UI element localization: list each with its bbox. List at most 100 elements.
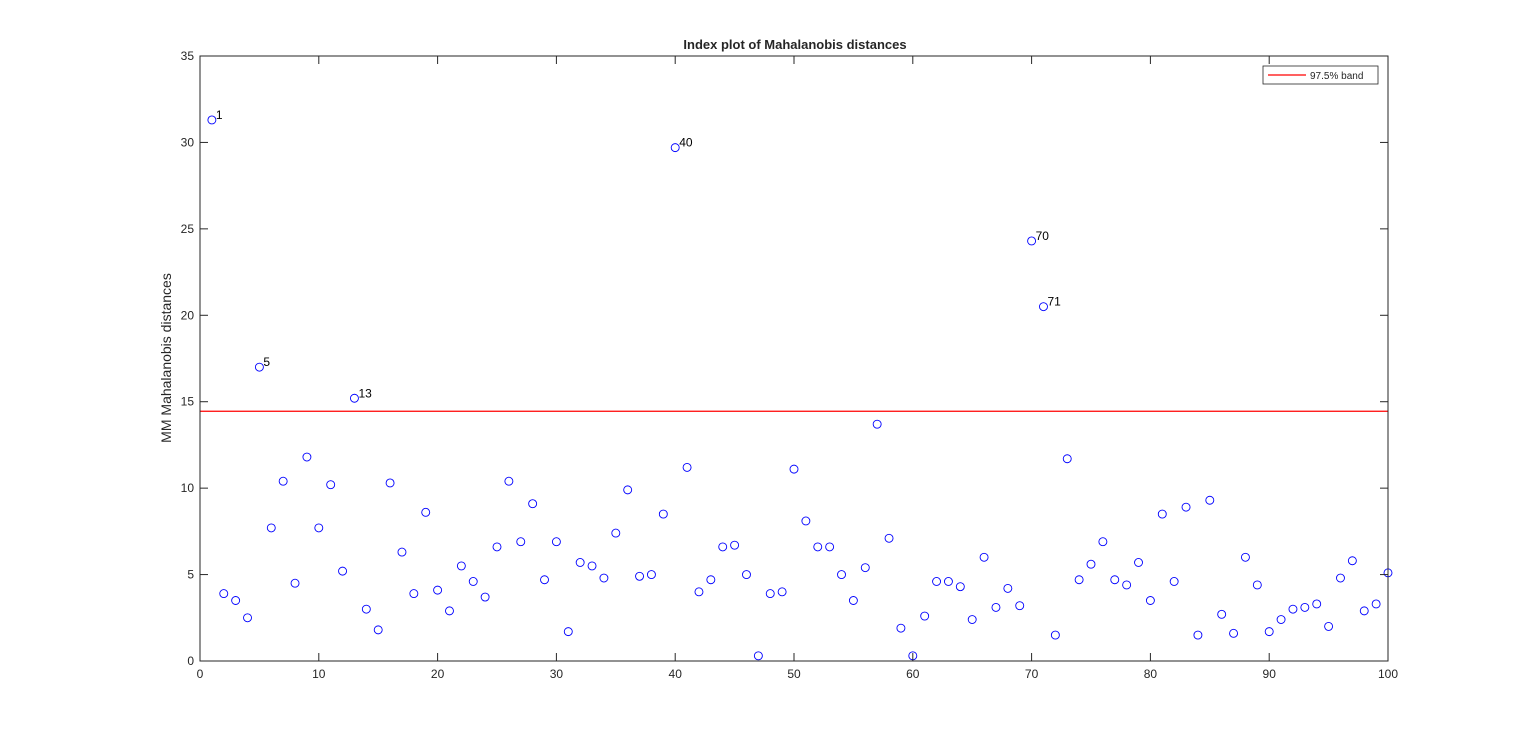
point-label: 1 (216, 108, 223, 122)
point-labels-layer: 1 5 13 40 70 71 (216, 108, 1061, 400)
point-label: 13 (358, 386, 372, 400)
data-point (789, 464, 799, 474)
data-point (1145, 596, 1155, 605)
point-label: 40 (679, 136, 693, 150)
data-point (611, 528, 621, 538)
data-point (1193, 630, 1203, 640)
data-point (777, 587, 787, 597)
x-tick-label: 70 (1025, 667, 1039, 681)
legend-box (1262, 65, 1379, 85)
data-point (1217, 609, 1227, 619)
data-point (1062, 454, 1072, 464)
data-point (1324, 621, 1334, 631)
data-point (338, 566, 348, 576)
y-tick-label: 25 (181, 222, 195, 236)
data-point (1169, 577, 1179, 586)
data-point (540, 575, 549, 585)
data-point (1276, 615, 1286, 624)
data-point (314, 523, 324, 533)
data-point (528, 499, 538, 509)
data-point (361, 604, 371, 614)
data-point (349, 393, 359, 403)
data-point (1288, 604, 1298, 614)
data-point (1347, 556, 1357, 566)
points-layer (207, 115, 1393, 661)
data-point (1229, 628, 1239, 638)
data-point (1039, 302, 1048, 312)
data-point (445, 606, 454, 616)
data-point (1003, 583, 1013, 593)
data-point (920, 611, 930, 621)
data-point (837, 570, 846, 580)
data-point (813, 542, 823, 552)
data-point (943, 577, 953, 586)
data-point (266, 523, 276, 533)
data-point (551, 537, 561, 547)
data-point (860, 563, 870, 573)
data-point (563, 627, 573, 637)
data-point (1157, 509, 1167, 519)
y-tick-label: 30 (181, 135, 195, 149)
x-tick-label: 100 (1378, 667, 1398, 681)
data-point (623, 485, 633, 495)
x-tick-label: 80 (1144, 667, 1158, 681)
point-label: 71 (1047, 295, 1061, 309)
data-point (278, 476, 288, 486)
data-point (326, 480, 336, 490)
data-point (765, 589, 775, 599)
data-point (848, 596, 858, 605)
data-point (991, 602, 1001, 612)
y-tick-label: 10 (181, 481, 195, 495)
data-point (742, 570, 751, 580)
data-point (433, 585, 443, 595)
y-tick-label: 0 (187, 654, 194, 668)
x-tick-label: 0 (197, 667, 204, 681)
data-point (884, 533, 894, 543)
data-point (1122, 580, 1132, 590)
data-point (825, 542, 835, 552)
data-point (1264, 627, 1274, 637)
data-point (1240, 552, 1250, 562)
data-point (290, 578, 300, 588)
x-tick-label: 40 (669, 667, 683, 681)
data-point (801, 516, 811, 526)
point-label: 70 (1036, 229, 1050, 243)
data-point (932, 577, 942, 586)
axes-box (199, 55, 1389, 662)
data-point (1015, 601, 1025, 611)
data-point (1205, 495, 1215, 505)
data-point (219, 589, 229, 599)
data-point (979, 552, 989, 562)
data-point (1098, 537, 1108, 547)
data-point (646, 570, 656, 580)
legend-band-label: 97.5% band (1310, 71, 1363, 82)
data-point (1300, 602, 1310, 612)
x-tick-label: 10 (312, 667, 326, 681)
legend: 97.5% band (1262, 65, 1379, 85)
data-point (516, 537, 526, 547)
data-point (1086, 559, 1096, 569)
data-point (670, 143, 680, 153)
y-tick-label: 35 (181, 49, 195, 63)
data-point (967, 615, 977, 624)
x-tick-label: 20 (431, 667, 445, 681)
data-point (385, 478, 395, 488)
data-point (682, 462, 692, 472)
data-point (730, 540, 740, 550)
data-point (1074, 575, 1084, 585)
data-point (397, 547, 407, 557)
data-point (1027, 236, 1037, 246)
data-point (706, 575, 716, 585)
data-point (1181, 502, 1191, 512)
point-label: 5 (263, 355, 270, 369)
data-point (1110, 575, 1120, 585)
data-point (575, 558, 585, 567)
data-point (635, 571, 645, 581)
x-tick-label: 90 (1263, 667, 1277, 681)
chart-title: Index plot of Mahalanobis distances (683, 37, 906, 52)
x-tick-label: 50 (787, 667, 801, 681)
data-point (468, 577, 478, 586)
data-point (207, 115, 217, 125)
data-point (1371, 599, 1381, 609)
